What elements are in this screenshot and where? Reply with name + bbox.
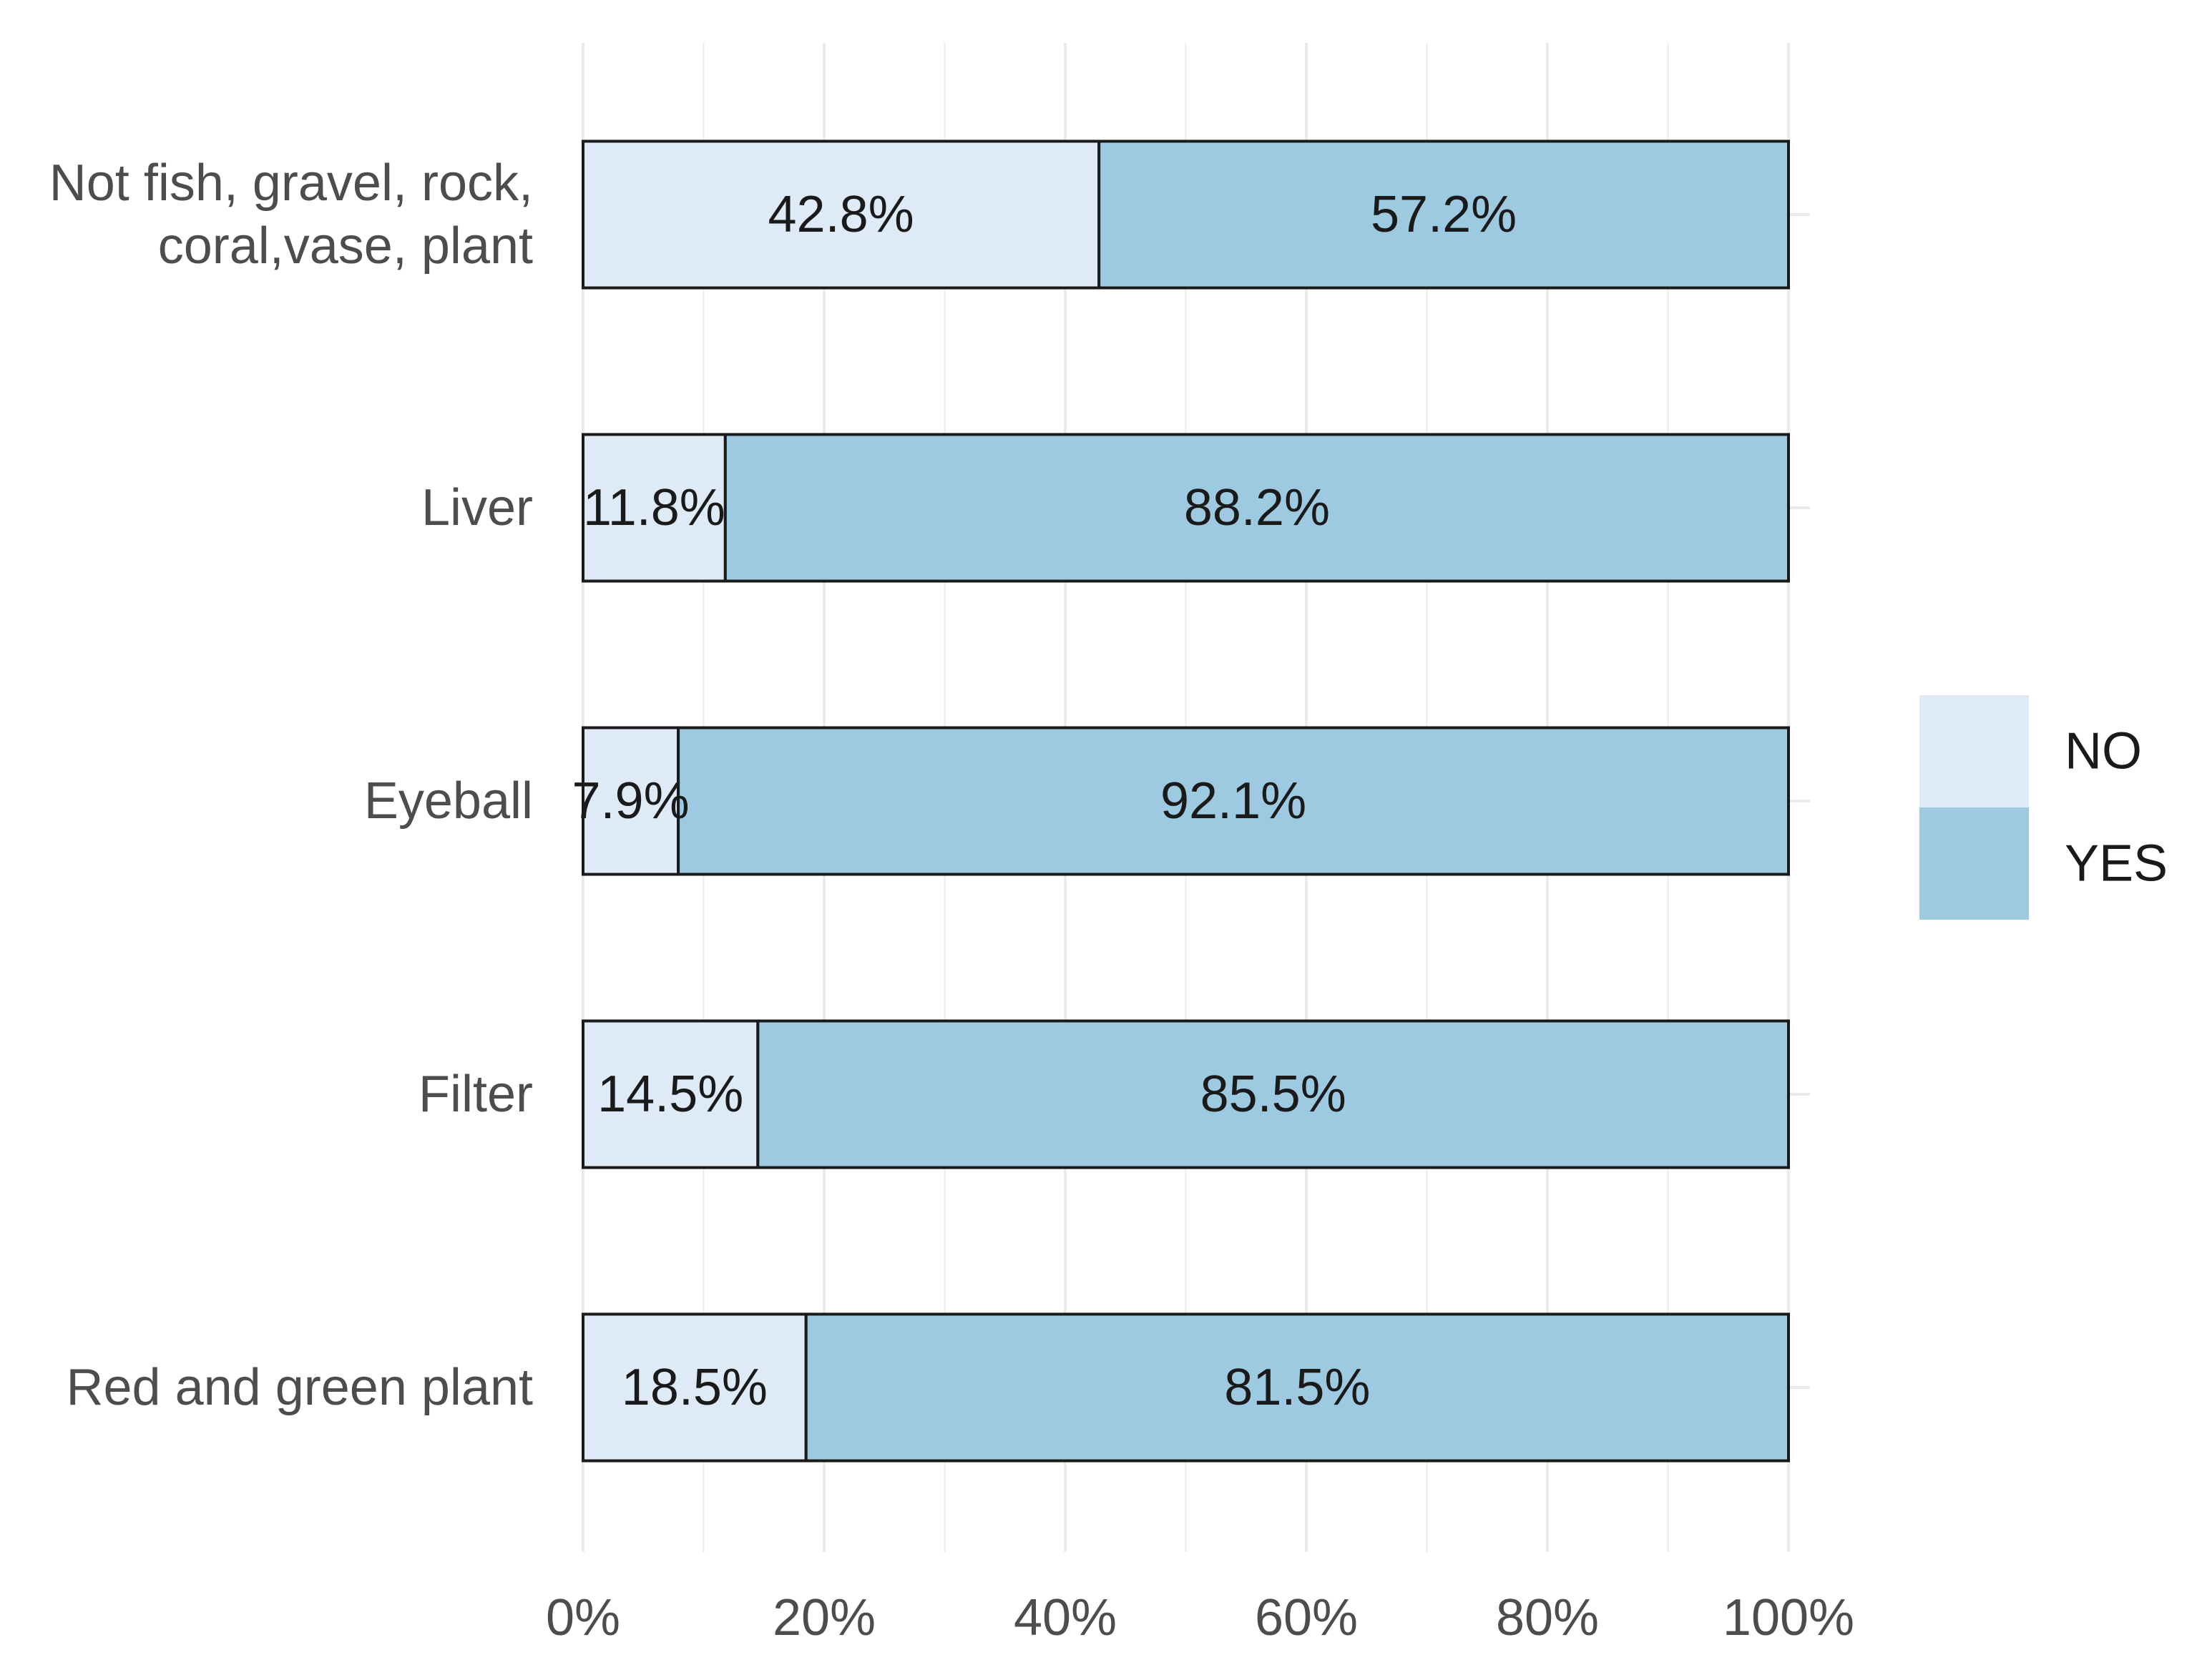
category-label-0-line-0: Not fish, gravel, rock, [49,154,533,212]
bar-segment-yes-2 [677,726,1790,876]
bar-layer [582,139,1791,1463]
bar-segment-no-1 [582,433,727,583]
category-axis: Not fish, gravel, rock,coral,vase, plant… [49,154,533,1416]
bar-segment-no-0 [582,139,1101,290]
bar-label-layer: 42.8% 57.2% 11.8% 88.2% 7.9% 92.1% 14.5% 85.5% 1… [572,186,1517,1416]
bar-segment-no-2 [582,726,680,876]
bar-value-label-yes-0: 57.2% [1371,186,1517,243]
category-label-4-line-0: Red and green plant [67,1359,534,1416]
bar-value-label-yes-3: 85.5% [1200,1066,1346,1123]
x-tick-label-1: 20% [773,1589,876,1646]
x-tick-label-3: 60% [1255,1589,1358,1646]
bar-segment-no-3 [582,1019,760,1169]
bar-value-label-yes-4: 81.5% [1224,1359,1370,1416]
bar-value-label-no-1: 11.8% [583,479,725,536]
x-tick-label-2: 40% [1014,1589,1117,1646]
bar-value-label-yes-1: 88.2% [1184,479,1330,536]
bar-segment-yes-3 [756,1019,1790,1169]
category-label-1-line-0: Liver [421,479,533,536]
x-tick-label-5: 100% [1723,1589,1854,1646]
x-axis: 0% 20% 40% 60% 80% 100% [546,1589,1854,1646]
legend-label-no: NO [2065,723,2142,780]
bar-value-label-yes-2: 92.1% [1160,772,1306,830]
bar-value-label-no-0: 42.8% [768,186,914,243]
legend-key-yes [1919,807,2029,920]
bar-value-label-no-4: 18.5% [622,1359,768,1416]
category-label-0-line-1: coral,vase, plant [158,217,533,275]
category-label-3-line-0: Filter [419,1066,533,1123]
bar-value-label-no-3: 14.5% [597,1066,743,1123]
x-tick-label-0: 0% [546,1589,620,1646]
bar-segment-yes-0 [1097,139,1791,290]
legend-key-no [1919,695,2029,807]
bar-segment-yes-4 [804,1312,1790,1463]
legend-label-yes: YES [2065,835,2168,893]
category-label-2-line-0: Eyeball [364,772,533,830]
bar-segment-yes-1 [723,433,1791,583]
bar-segment-no-4 [582,1312,808,1463]
bar-value-label-no-2: 7.9% [572,772,690,830]
x-tick-label-4: 80% [1496,1589,1599,1646]
legend: NO YES [1919,695,2168,920]
